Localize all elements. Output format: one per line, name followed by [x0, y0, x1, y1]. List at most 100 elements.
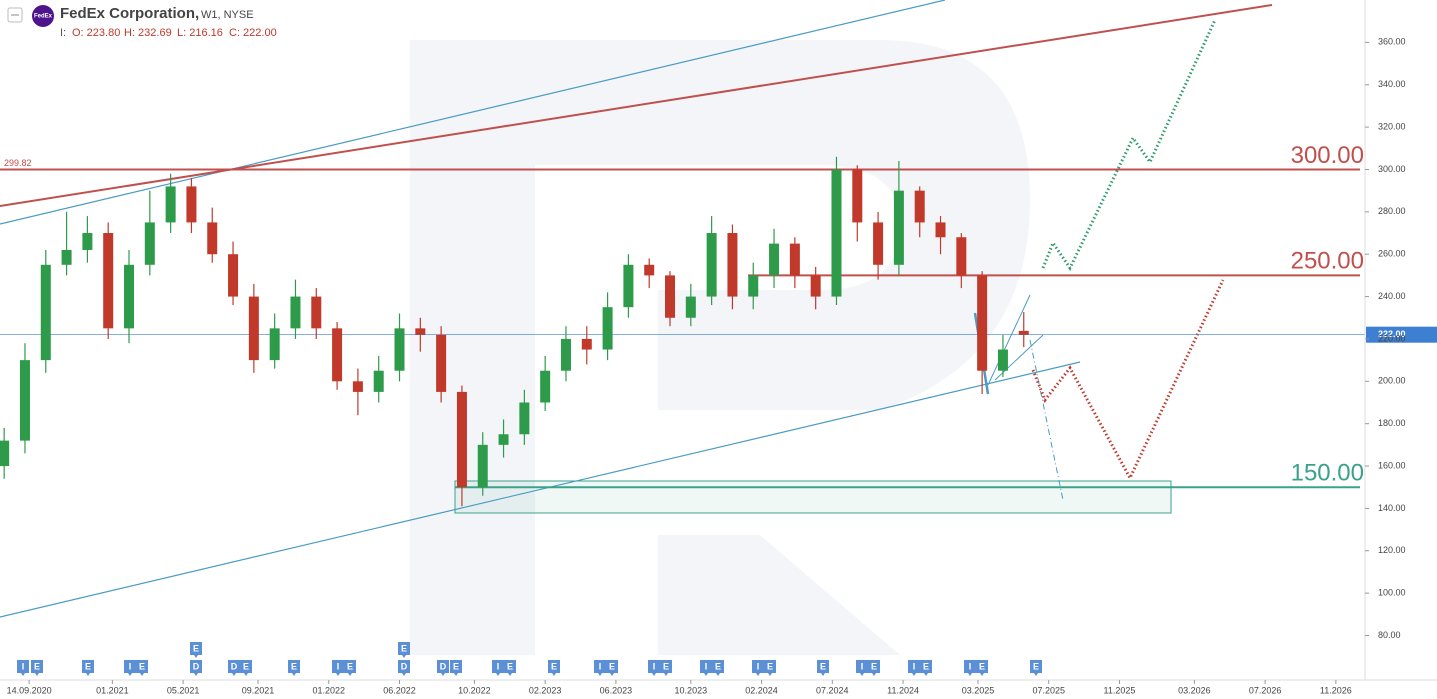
event-label: I — [913, 661, 916, 671]
event-label: E — [507, 661, 513, 671]
bear-scenario — [1031, 279, 1225, 482]
event-marker — [764, 660, 776, 676]
event-label: I — [653, 661, 656, 671]
ohlc-low: L: 216.16 — [177, 27, 223, 39]
event-label: E — [347, 661, 353, 671]
candle-body — [394, 328, 405, 371]
event-marker — [31, 660, 43, 676]
candle-body — [893, 190, 904, 265]
x-tick-label: 03.2026 — [1178, 685, 1211, 695]
event-label: E — [139, 661, 145, 671]
candle-body — [769, 243, 780, 276]
y-tick-label: 100.00 — [1378, 588, 1406, 598]
channel-upper — [0, 0, 946, 225]
x-tick-label: 11.2024 — [887, 685, 919, 695]
y-tick-label: 260.00 — [1378, 249, 1406, 259]
event-marker — [437, 660, 449, 676]
candle-body — [144, 222, 155, 265]
event-label: D — [231, 661, 238, 671]
candle-body — [1018, 330, 1029, 335]
chart-subtitle: W1, NYSE — [201, 9, 254, 21]
event-marker — [660, 660, 672, 676]
candle-body — [82, 233, 93, 250]
event-label: E — [820, 661, 826, 671]
event-marker — [856, 660, 868, 676]
event-label: I — [705, 661, 708, 671]
event-marker — [288, 660, 300, 676]
candle-body — [61, 249, 72, 265]
x-tick-label: 02.2023 — [529, 685, 562, 695]
candle-body — [165, 186, 176, 223]
candle-body — [873, 222, 884, 265]
axes: 80.00 100.00 120.00 140.00 160.00 180.00 200.0… — [7, 37, 1406, 696]
events: I E E I EED D E E I EED D E I E E I E I E I E I E E I E I E I E E — [17, 642, 1042, 676]
x-tick-label: 07.2026 — [1249, 685, 1282, 695]
channel-lower — [0, 361, 1081, 618]
x-tick-label: 10.2023 — [675, 685, 708, 695]
candle-body — [810, 275, 821, 297]
event-label: E — [453, 661, 459, 671]
event-marker — [648, 660, 660, 676]
y-tick-label: 220.00 — [1378, 333, 1406, 343]
x-tick-label: 11.2025 — [1104, 685, 1136, 695]
logo — [32, 5, 54, 27]
candle-body — [852, 169, 863, 223]
candle-body — [19, 360, 30, 441]
event-label: E — [551, 661, 557, 671]
event-marker — [606, 660, 618, 676]
current-price-box — [1366, 326, 1437, 343]
candle-body — [602, 307, 613, 350]
y-tick-label: 180.00 — [1378, 418, 1406, 428]
watermark — [410, 40, 1030, 655]
ohlc-open: O: 223.80 — [72, 27, 120, 39]
event-marker — [976, 660, 988, 676]
left-level-label: 299.82 — [4, 158, 32, 168]
event-marker — [124, 660, 136, 676]
event-label: E — [979, 661, 985, 671]
current-price-label: 222.00 — [1378, 329, 1406, 339]
event-marker — [594, 660, 606, 676]
event-marker — [752, 660, 764, 676]
candle-body — [228, 254, 239, 297]
y-tick-label: 240.00 — [1378, 291, 1406, 301]
x-tick-label: 01.2021 — [96, 685, 129, 695]
event-label: E — [767, 661, 773, 671]
event-marker — [504, 660, 516, 676]
x-tick-label: 14.09.2020 — [7, 685, 52, 695]
candle-body — [748, 275, 759, 297]
candle-body — [977, 275, 988, 371]
candle-body — [332, 328, 343, 382]
event-marker — [450, 660, 462, 676]
event-marker — [817, 660, 829, 676]
event-label: E — [193, 643, 199, 653]
event-marker — [344, 660, 356, 676]
candle-body — [685, 296, 696, 318]
x-tick-label: 11.2026 — [1320, 685, 1352, 695]
x-tick-label: 06.2023 — [600, 685, 633, 695]
event-marker — [240, 660, 252, 676]
candle-body — [831, 169, 842, 297]
y-tick-label: 200.00 — [1378, 376, 1406, 386]
candle-body — [352, 381, 363, 392]
event-marker — [228, 660, 240, 676]
projection-line — [1029, 339, 1064, 501]
candle-body — [373, 370, 384, 392]
candle-body — [581, 338, 592, 350]
event-label: E — [923, 661, 929, 671]
x-tick-label: 01.2022 — [312, 685, 345, 695]
candle-body — [207, 222, 218, 255]
event-label: E — [715, 661, 721, 671]
x-tick-label: 02.2024 — [745, 685, 778, 695]
event-label: D — [193, 661, 200, 671]
candle-body — [997, 349, 1008, 371]
event-label: E — [85, 661, 91, 671]
trend-line — [0, 4, 1273, 207]
event-marker — [398, 660, 410, 676]
event-marker — [17, 660, 29, 676]
y-tick-label: 80.00 — [1378, 630, 1401, 640]
candle-body — [456, 391, 467, 488]
ohlc-close: C: 222.00 — [229, 27, 277, 39]
level-label: 250.00 — [1291, 248, 1364, 275]
event-marker — [398, 642, 410, 658]
